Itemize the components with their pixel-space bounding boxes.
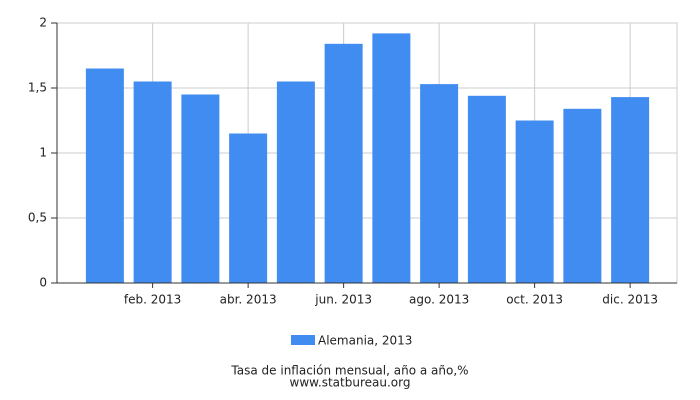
- x-tick-label: feb. 2013: [124, 293, 181, 307]
- x-tick-label: jun. 2013: [314, 293, 372, 307]
- bar: [276, 81, 315, 283]
- x-tick-label: oct. 2013: [506, 293, 563, 307]
- y-tick-label: 0,5: [28, 211, 47, 225]
- bar: [181, 94, 220, 283]
- bar: [85, 68, 124, 283]
- chart-title: Tasa de inflación mensual, año a año,%: [230, 364, 468, 378]
- bar: [611, 97, 650, 283]
- bar: [515, 120, 554, 283]
- x-tick-label: ago. 2013: [409, 293, 469, 307]
- bar: [372, 33, 411, 284]
- source: www.statbureau.org: [290, 376, 411, 390]
- x-tick-label: abr. 2013: [220, 293, 277, 307]
- bar: [133, 81, 172, 283]
- x-tick-label: dic. 2013: [602, 293, 658, 307]
- legend-swatch: [291, 335, 315, 345]
- bar: [420, 84, 459, 283]
- bar: [467, 95, 506, 283]
- y-tick-label: 2: [39, 16, 47, 30]
- bar: [324, 43, 363, 283]
- legend-label: Alemania, 2013: [318, 334, 412, 348]
- y-tick-label: 1: [39, 146, 47, 160]
- y-tick-label: 0: [39, 276, 47, 290]
- y-tick-label: 1,5: [28, 81, 47, 95]
- bar: [563, 108, 602, 283]
- bar: [229, 133, 268, 283]
